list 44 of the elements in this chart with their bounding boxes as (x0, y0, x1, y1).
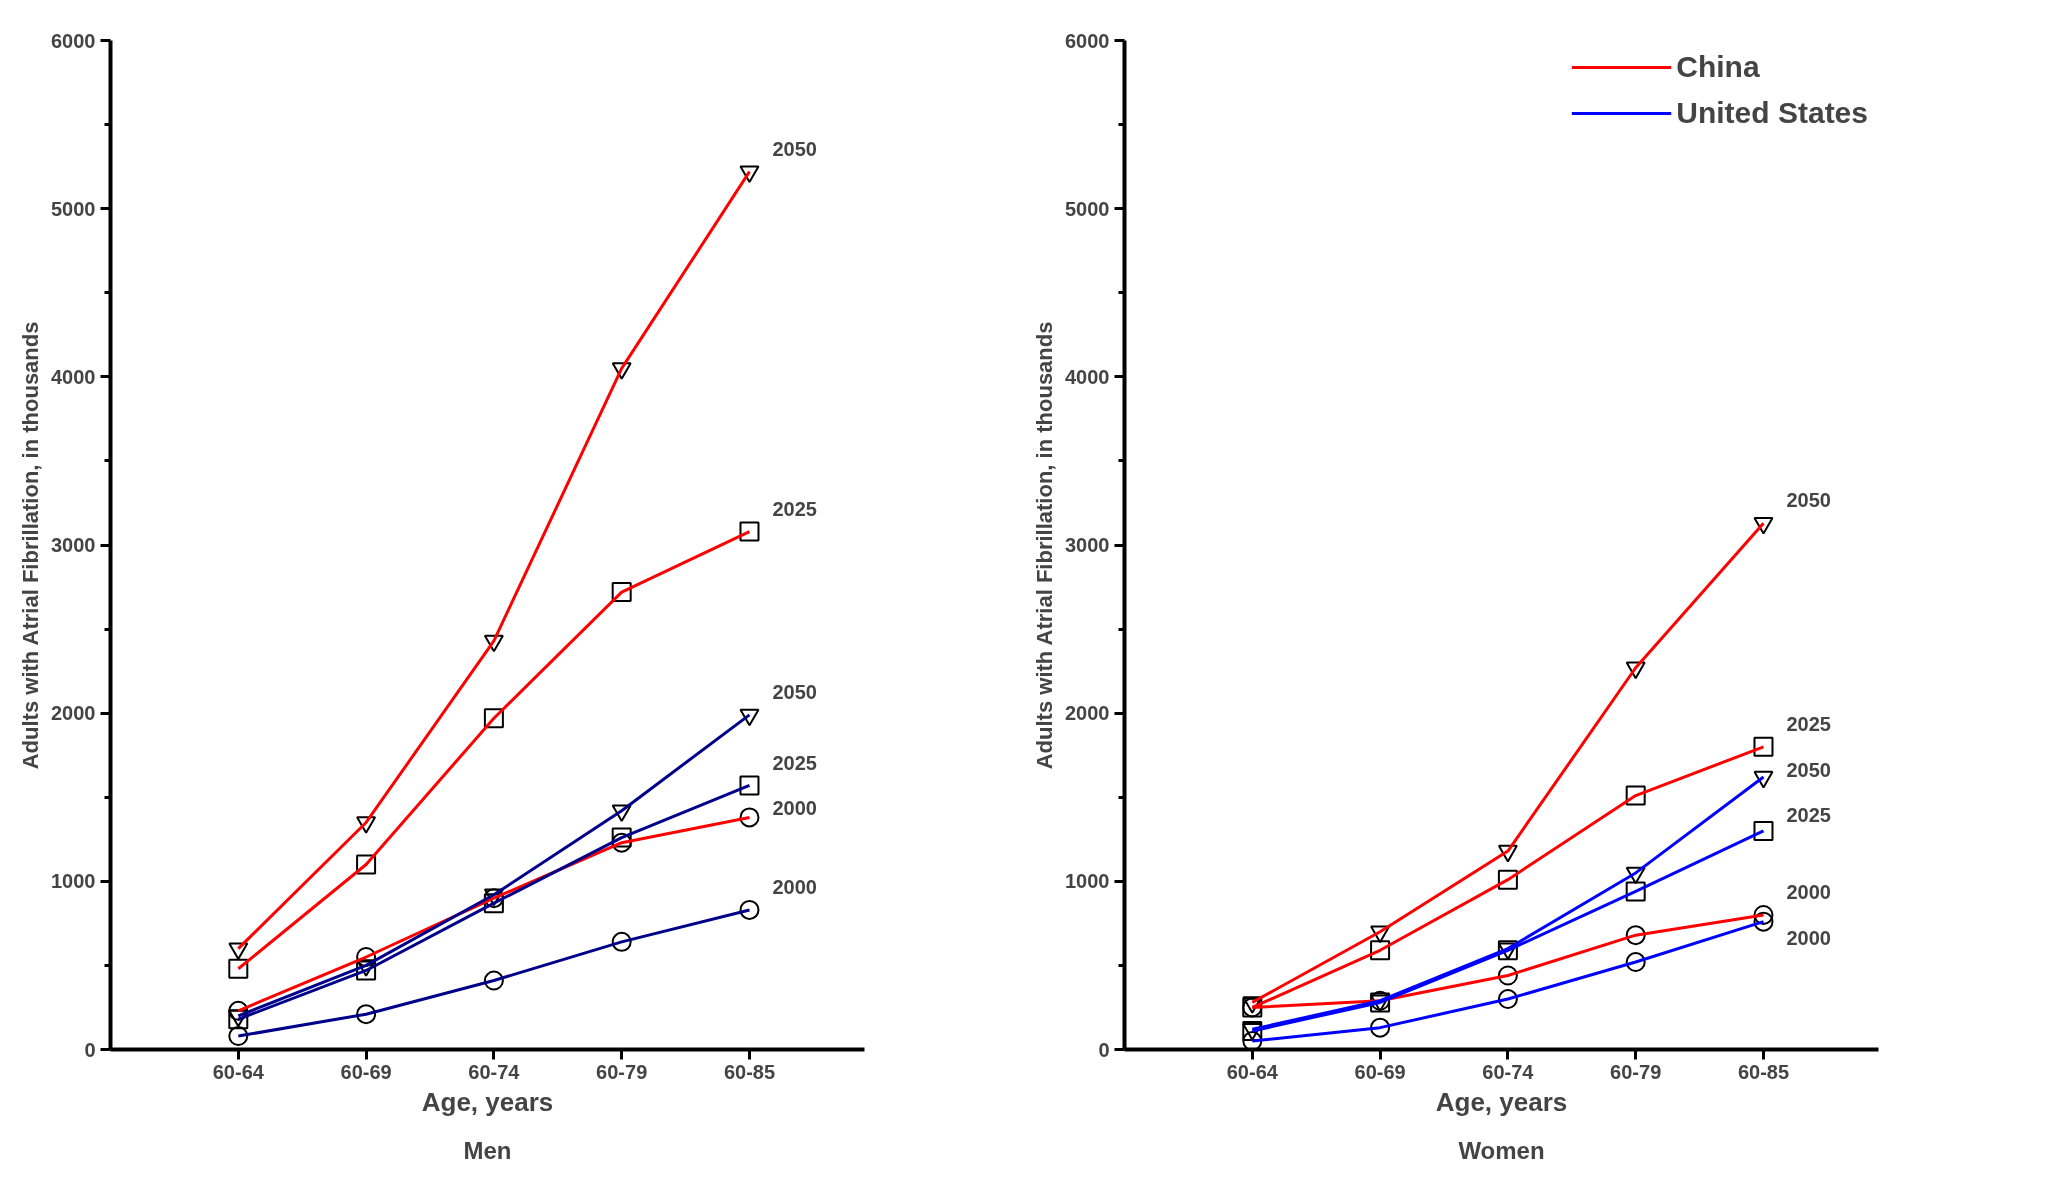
y-tick-label: 1000 (51, 870, 96, 893)
y-tick-label: 4000 (51, 365, 96, 388)
annotation: 2050 (772, 681, 817, 704)
y-tick-label: 3000 (51, 534, 96, 556)
y-tick-label: 0 (84, 1038, 96, 1061)
y-tick-label: 2000 (51, 702, 96, 725)
text: Women (1458, 1136, 1545, 1164)
annotation: 2025 (1786, 713, 1831, 736)
y-tick-label: 5000 (51, 197, 96, 220)
y-tick-label: 3000 (1065, 534, 1110, 556)
text: Men (463, 1136, 512, 1164)
annotation: 2050 (772, 137, 817, 160)
annotation: 2000 (1786, 926, 1831, 949)
legend-label: United States (1676, 96, 1868, 130)
x-tick-label: 60-79 (596, 1060, 648, 1083)
x-tick-label: 60-79 (1610, 1060, 1662, 1083)
annotation: 2050 (1786, 758, 1831, 781)
x-axis-title: Age, years (1435, 1086, 1568, 1117)
y-tick-label: 6000 (1065, 29, 1110, 52)
y-tick-label: 6000 (51, 29, 96, 52)
x-tick-label: 60-85 (723, 1060, 776, 1083)
x-tick-label: 60-64 (212, 1060, 265, 1083)
y-tick-label: 5000 (1065, 197, 1110, 220)
x-tick-label: 60-74 (1482, 1060, 1535, 1083)
y-axis-title: Adults with Atrial Fibrillation, in thousands (18, 321, 44, 770)
annotation: 2025 (772, 497, 817, 520)
annotation: 2000 (1786, 881, 1831, 904)
annotation: 2025 (772, 751, 817, 774)
x-tick-label: 60-74 (468, 1060, 521, 1083)
x-axis-title: Age, years (421, 1086, 554, 1117)
y-tick-label: 1000 (1065, 870, 1110, 893)
x-tick-label: 60-64 (1226, 1060, 1279, 1083)
annotation: 2050 (1786, 489, 1831, 512)
annotation: 2000 (772, 797, 817, 820)
x-tick-label: 60-85 (1737, 1060, 1790, 1083)
y-tick-label: 2000 (1065, 702, 1110, 725)
y-tick-label: 0 (1098, 1038, 1110, 1061)
y-axis-title: Adults with Atrial Fibrillation, in thousands (1032, 321, 1058, 770)
y-tick-label: 4000 (1065, 365, 1110, 388)
annotation: 2025 (1786, 803, 1831, 826)
x-tick-label: 60-69 (340, 1060, 392, 1083)
legend-label: China (1676, 50, 1760, 84)
x-tick-label: 60-69 (1354, 1060, 1406, 1083)
annotation: 2000 (772, 876, 817, 899)
